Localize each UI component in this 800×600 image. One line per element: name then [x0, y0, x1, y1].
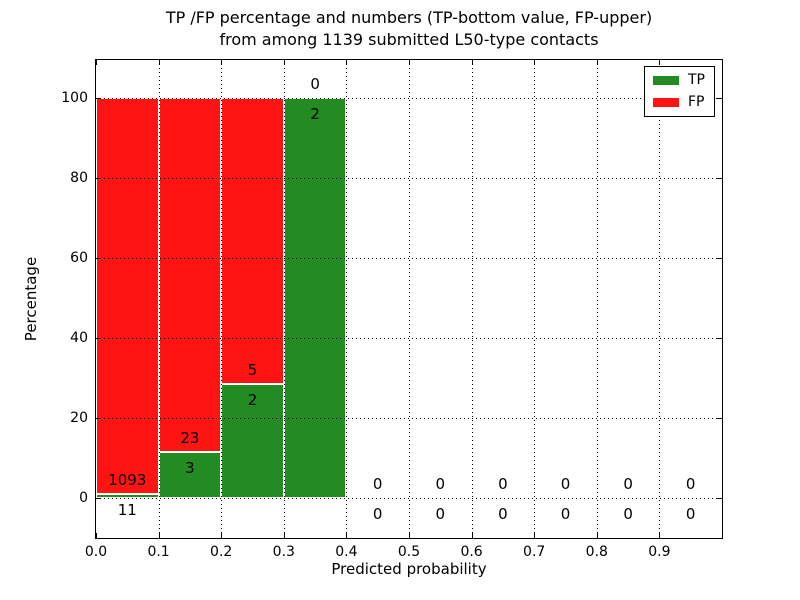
y-tick-mark	[717, 178, 722, 179]
chart-title-line1: TP /FP percentage and numbers (TP-bottom…	[165, 8, 653, 27]
y-tick-mark	[96, 258, 101, 259]
x-tick-label: 0.5	[397, 544, 421, 560]
grid-line-vertical	[534, 60, 536, 538]
annotation-fp-count: 5	[247, 360, 258, 379]
x-tick-mark	[471, 533, 473, 538]
grid-line-vertical	[221, 60, 223, 538]
annotation-fp-count: 0	[498, 475, 508, 493]
x-tick-label: 0.9	[648, 544, 671, 560]
bar-segment-fp	[96, 98, 159, 494]
bar-segment-tp	[158, 452, 222, 498]
y-tick-label: 100	[61, 90, 88, 106]
annotation-tp-count: 2	[247, 390, 258, 409]
x-tick-label: 0.4	[335, 544, 358, 560]
legend-label-fp: FP	[688, 94, 705, 110]
bar-segment-tp	[96, 494, 159, 498]
bar-segment-tp	[221, 383, 284, 498]
annotation-fp-count: 0	[560, 475, 571, 493]
grid-line-vertical	[283, 60, 285, 538]
x-tick-mark	[596, 533, 598, 538]
x-axis-label: Predicted probability	[331, 560, 487, 578]
annotation-tp-count: 0	[560, 505, 571, 523]
annotation-tp-count: 11	[117, 501, 137, 519]
y-tick-mark	[717, 498, 722, 499]
y-tick-mark	[96, 338, 101, 339]
x-tick-mark	[659, 533, 661, 538]
x-tick-mark	[409, 533, 410, 538]
x-tick-mark	[283, 533, 285, 538]
plot-area: TP FP 1093 11 23 3 5 2 0 2 0 0 0 0 0 0 0 0 0 0 0 0	[95, 59, 723, 539]
y-tick-mark	[717, 258, 722, 259]
y-tick-mark	[96, 418, 101, 419]
x-tick-mark	[221, 533, 223, 538]
annotation-fp-count: 0	[685, 475, 696, 493]
y-tick-label: 60	[70, 250, 88, 266]
y-tick-mark	[96, 178, 101, 179]
x-tick-label: 0.3	[272, 544, 295, 560]
grid-line-vertical	[346, 60, 348, 538]
chart-title: TP /FP percentage and numbers (TP-bottom…	[96, 7, 722, 51]
x-tick-mark	[158, 60, 160, 65]
x-tick-mark	[534, 533, 536, 538]
y-tick-label: 20	[70, 410, 88, 426]
x-tick-label: 0.2	[210, 544, 233, 560]
y-tick-label: 80	[70, 170, 88, 186]
x-tick-label: 0.8	[585, 544, 608, 560]
annotation-fp-count: 23	[180, 429, 200, 447]
x-tick-mark	[96, 60, 97, 65]
x-tick-mark	[596, 60, 598, 65]
annotation-tp-count: 0	[498, 505, 508, 523]
annotation-fp-count: 0	[372, 475, 383, 493]
x-tick-mark	[471, 60, 473, 65]
annotation-tp-count: 0	[685, 505, 696, 523]
x-tick-label: 0.1	[147, 544, 170, 560]
chart-title-line2: from among 1139 submitted L50-type conta…	[219, 30, 599, 49]
x-tick-mark	[96, 533, 97, 538]
annotation-fp-count: 0	[623, 475, 633, 493]
grid-line-vertical	[659, 60, 661, 538]
annotation-fp-count: 1093	[108, 471, 147, 489]
annotation-tp-count: 0	[435, 505, 446, 523]
legend: TP FP	[644, 66, 715, 117]
y-tick-mark	[717, 98, 722, 99]
grid-line-vertical	[409, 60, 410, 538]
annotation-fp-count: 0	[310, 75, 320, 93]
legend-item-tp: TP	[653, 73, 705, 88]
x-tick-mark	[346, 60, 348, 65]
grid-line-vertical	[471, 60, 473, 538]
grid-line-vertical	[158, 60, 160, 538]
x-tick-label: 0.0	[84, 544, 108, 560]
fp-swatch-icon	[653, 98, 679, 107]
x-tick-mark	[221, 60, 223, 65]
y-tick-mark	[717, 338, 722, 339]
bar-segment-fp	[158, 98, 222, 452]
x-tick-mark	[283, 60, 285, 65]
y-tick-mark	[717, 418, 722, 419]
y-tick-mark	[96, 498, 101, 499]
legend-label-tp: TP	[688, 72, 705, 88]
bar-segment-tp	[283, 98, 347, 498]
x-tick-mark	[158, 533, 160, 538]
legend-item-fp: FP	[653, 95, 705, 110]
annotation-tp-count: 3	[185, 459, 195, 477]
bar-segment-fp	[221, 98, 284, 384]
x-tick-label: 0.7	[523, 544, 546, 560]
annotation-fp-count: 0	[435, 475, 446, 493]
grid-line-vertical	[596, 60, 598, 538]
annotation-tp-count: 2	[310, 105, 320, 123]
y-tick-label: 0	[79, 490, 88, 506]
x-tick-mark	[409, 60, 410, 65]
annotation-tp-count: 0	[623, 505, 633, 523]
tp-swatch-icon	[653, 76, 679, 85]
x-tick-label: 0.6	[460, 544, 483, 560]
y-tick-mark	[96, 98, 101, 99]
x-tick-mark	[346, 533, 348, 538]
y-tick-label: 40	[70, 330, 88, 346]
annotation-tp-count: 0	[372, 505, 383, 523]
x-tick-mark	[534, 60, 536, 65]
x-tick-mark	[659, 60, 661, 65]
